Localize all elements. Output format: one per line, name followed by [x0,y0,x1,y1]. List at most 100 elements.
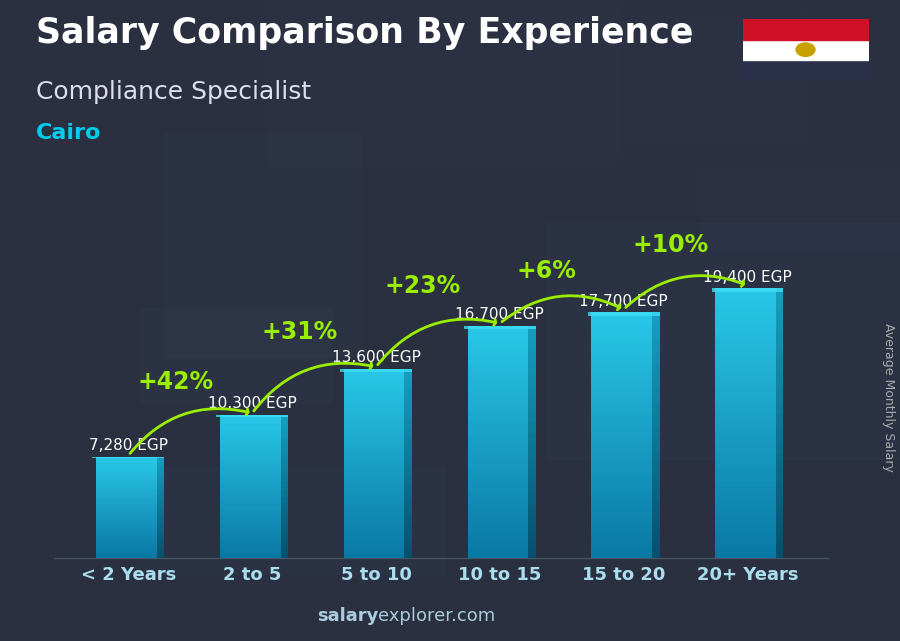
Bar [545,223,900,459]
Bar [281,424,288,426]
Bar [776,517,783,522]
Bar [96,534,160,536]
Bar [776,419,783,423]
Bar [96,490,160,492]
Bar [344,375,409,378]
Bar [404,457,412,460]
Bar [220,534,284,537]
Bar [468,415,532,419]
Bar [776,302,783,306]
Bar [96,497,160,499]
Bar [528,535,536,538]
Bar [281,545,288,548]
Bar [404,520,412,523]
Bar [652,357,660,361]
Bar [96,526,160,528]
Bar [281,465,288,467]
Bar [404,523,412,526]
Bar [281,484,288,486]
Bar [716,437,779,441]
Bar [96,474,160,475]
Bar [96,470,160,472]
Bar [344,400,409,403]
Bar [591,443,656,447]
Bar [528,392,536,395]
Bar [404,435,412,438]
Bar [96,551,160,553]
Bar [404,372,412,375]
Bar [591,312,656,316]
Bar [96,487,160,488]
Bar [344,438,409,441]
Bar [716,553,779,558]
Bar [281,512,288,515]
Bar [776,383,783,387]
Bar [591,378,656,381]
Bar [220,481,284,484]
Bar [716,513,779,517]
Bar [404,536,412,539]
Bar [776,472,783,477]
Bar [716,378,779,383]
Bar [716,459,779,463]
Bar [528,508,536,512]
Bar [591,410,656,414]
Bar [344,441,409,444]
Bar [281,491,288,494]
Bar [220,431,284,434]
Bar [468,372,532,376]
Bar [468,461,532,465]
Bar [591,357,656,361]
Bar [468,407,532,411]
Bar [591,337,656,340]
Bar [220,529,284,531]
Bar [157,556,164,558]
Bar [344,498,409,501]
Bar [344,492,409,495]
Bar [591,508,656,513]
Bar [281,448,288,451]
Bar [96,480,160,482]
Bar [776,468,783,472]
Bar [281,524,288,527]
Bar [157,533,164,534]
Bar [528,380,536,384]
Bar [344,422,409,426]
Text: Cairo: Cairo [36,123,102,143]
Bar [96,475,160,477]
Bar [220,515,284,517]
Bar [344,513,409,517]
Bar [716,356,779,360]
Bar [220,491,284,494]
Bar [776,378,783,383]
Bar [652,467,660,472]
Bar [591,537,656,541]
Bar [157,477,164,478]
Bar [96,494,160,495]
Text: 7,280 EGP: 7,280 EGP [89,438,167,453]
Bar [652,439,660,443]
Bar [468,508,532,512]
Bar [776,540,783,544]
Bar [528,546,536,550]
Bar [528,422,536,426]
Bar [344,504,409,507]
Bar [157,485,164,487]
Bar [96,515,160,517]
Bar [96,507,160,509]
Bar [591,422,656,426]
Bar [652,492,660,496]
Bar [404,388,412,391]
Bar [776,338,783,342]
Bar [404,472,412,476]
Bar [404,406,412,410]
Bar [652,447,660,451]
Bar [591,488,656,492]
Bar [468,476,532,480]
Bar [96,456,160,458]
Bar [157,480,164,482]
Bar [528,360,536,364]
Bar [220,429,284,431]
Bar [716,405,779,410]
Bar [344,432,409,435]
